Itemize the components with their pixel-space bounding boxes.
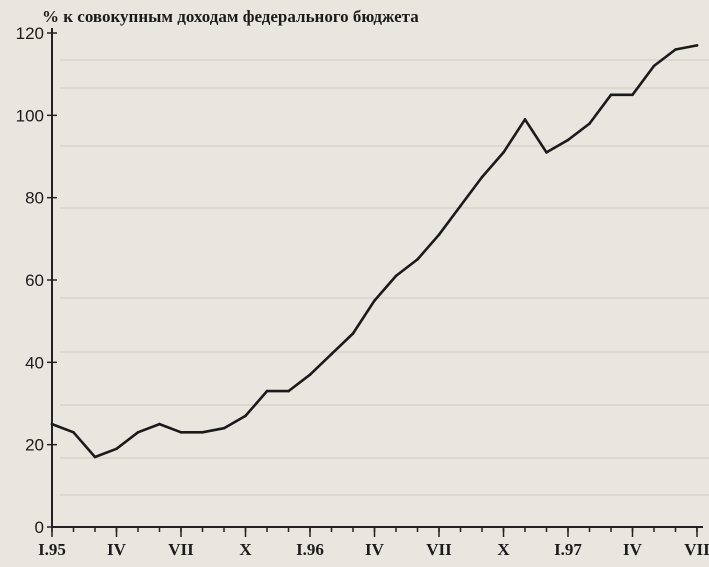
data-point	[695, 44, 699, 47]
y-tick-label: 60	[25, 271, 44, 290]
data-point	[459, 204, 462, 208]
y-tick-label: 120	[16, 24, 44, 43]
data-point	[351, 332, 355, 335]
series-layer	[50, 44, 699, 459]
data-point	[222, 426, 226, 430]
data-point	[502, 151, 505, 154]
data-point	[136, 431, 140, 434]
data-point	[158, 422, 161, 426]
data-point	[609, 93, 613, 97]
data-point	[437, 233, 441, 236]
data-point	[588, 122, 591, 125]
data-point	[545, 151, 548, 154]
data-point	[674, 48, 677, 51]
data-point	[416, 258, 419, 261]
data-point	[201, 431, 204, 434]
data-point	[50, 422, 54, 426]
x-tick-label: VII	[426, 540, 452, 559]
data-point	[287, 389, 290, 393]
data-point	[523, 118, 527, 121]
data-point	[330, 352, 333, 356]
data-point	[244, 414, 247, 418]
data-point	[115, 447, 118, 451]
x-tick-label: VII	[684, 540, 709, 559]
data-point	[265, 389, 269, 393]
x-tick-label: IV	[365, 540, 385, 559]
x-tick-label: I.95	[38, 540, 66, 559]
y-tick-label: 40	[25, 353, 44, 372]
data-point	[631, 93, 634, 97]
axes	[51, 28, 703, 528]
y-axis-ticks: 0 20 40 60 80 100 120	[16, 24, 57, 537]
x-tick-label: X	[239, 540, 252, 559]
x-tick-label: X	[497, 540, 510, 559]
y-tick-label: 20	[25, 436, 44, 455]
y-tick-label: 100	[16, 106, 44, 125]
x-tick-label: IV	[107, 540, 127, 559]
y-tick-label: 80	[25, 189, 44, 208]
x-axis-ticks: I.95 IV VII X I.96 IV VII X I.97 IV VII	[38, 527, 709, 559]
x-tick-label: I.96	[296, 540, 324, 559]
series-line	[50, 44, 699, 459]
data-point	[72, 431, 75, 434]
x-tick-label: VII	[168, 540, 194, 559]
data-point	[308, 373, 312, 377]
x-tick-label: IV	[623, 540, 643, 559]
data-point	[652, 64, 656, 68]
data-point	[179, 431, 183, 434]
data-point	[480, 175, 484, 179]
chart-title: % к совокупным доходам федерального бюдж…	[42, 7, 419, 26]
y-tick-label: 0	[35, 518, 44, 537]
data-point	[394, 274, 398, 278]
background-faint-lines	[60, 59, 709, 496]
x-tick-label: I.97	[554, 540, 582, 559]
data-point	[93, 455, 97, 459]
data-point	[566, 138, 570, 142]
data-point	[373, 299, 376, 302]
